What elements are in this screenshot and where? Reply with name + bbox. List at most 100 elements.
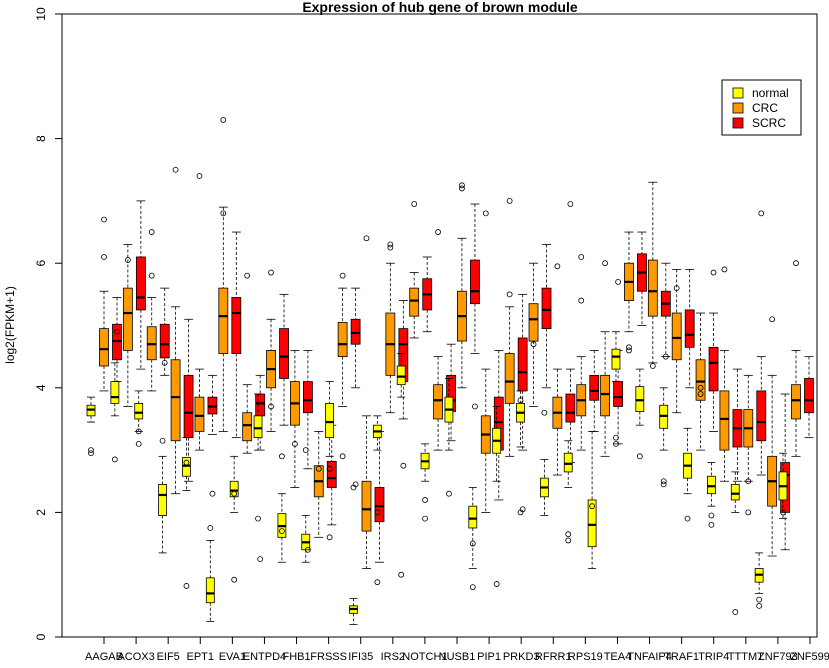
box-SCRC xyxy=(517,337,528,392)
outlier-point xyxy=(636,453,643,460)
box-SCRC xyxy=(613,381,624,407)
x-tick-label: RPS19 xyxy=(568,651,603,663)
box-SCRC xyxy=(470,259,480,305)
outlier-point xyxy=(673,285,680,292)
box-SCRC xyxy=(255,393,266,417)
outlier-point xyxy=(363,235,370,242)
outlier-point xyxy=(697,391,704,397)
chart-title: Expression of hub gene of brown module xyxy=(302,0,578,15)
box-CRC xyxy=(122,287,133,351)
box-CRC xyxy=(242,412,253,442)
outlier-point xyxy=(220,210,227,217)
outlier-point xyxy=(578,297,585,304)
box-SCRC xyxy=(183,374,194,439)
outlier-point xyxy=(148,229,155,235)
box-CRC xyxy=(218,287,229,354)
x-tick-label: ZNF793 xyxy=(758,651,798,663)
x-tick-label: EIF5 xyxy=(157,651,180,663)
x-tick-label: ACOX3 xyxy=(117,651,154,663)
box-normal xyxy=(563,452,573,473)
outlier-point xyxy=(114,328,120,335)
x-tick-label: PRKD3 xyxy=(503,651,540,663)
y-tick-label: 6 xyxy=(34,260,48,267)
box-SCRC xyxy=(708,346,719,392)
outlier-point xyxy=(662,353,669,360)
outlier-point xyxy=(159,437,166,444)
outlier-point xyxy=(244,272,251,279)
y-tick-label: 8 xyxy=(34,135,48,142)
outlier-point xyxy=(459,182,465,189)
box-CRC xyxy=(361,480,372,532)
outlier-point xyxy=(758,210,765,217)
x-tick-label: TEA4 xyxy=(604,651,632,663)
outlier-point xyxy=(111,456,118,463)
outlier-point xyxy=(613,440,619,447)
outlier-point xyxy=(626,344,632,351)
x-tick-label: AAGAB xyxy=(85,651,123,663)
outlier-point xyxy=(517,397,524,404)
outlier-point xyxy=(183,583,190,589)
box-SCRC xyxy=(326,460,337,488)
x-tick-label: NUSB1 xyxy=(439,651,476,663)
x-tick-label: TTTMT xyxy=(728,651,764,663)
box-normal xyxy=(253,415,263,439)
outlier-point xyxy=(231,490,238,497)
outlier-point xyxy=(278,528,285,534)
outlier-point xyxy=(161,359,168,366)
outlier-point xyxy=(101,254,107,260)
outlier-point xyxy=(780,509,786,516)
box-CRC xyxy=(600,374,611,417)
outlier-points xyxy=(88,117,799,615)
box-CRC xyxy=(433,384,443,420)
box-CRC xyxy=(647,259,658,317)
outlier-point xyxy=(793,260,799,267)
outlier-point xyxy=(589,503,596,510)
outlier-point xyxy=(565,531,572,538)
outlier-point xyxy=(459,185,465,192)
outlier-point xyxy=(472,403,478,410)
outlier-point xyxy=(422,497,428,503)
box-CRC xyxy=(791,384,801,420)
y-tick-label: 0 xyxy=(34,633,48,640)
outlier-point xyxy=(339,453,346,460)
outlier-point xyxy=(482,210,489,217)
outlier-point xyxy=(626,347,632,354)
outlier-point xyxy=(183,459,190,466)
box-CRC xyxy=(504,353,515,404)
y-tick-label: 10 xyxy=(34,7,48,21)
outlier-point xyxy=(660,478,667,485)
outlier-point xyxy=(756,602,763,609)
outlier-point xyxy=(732,609,739,615)
box-normal xyxy=(182,457,191,477)
box-SCRC xyxy=(541,287,552,330)
outlier-point xyxy=(541,409,548,416)
outlier-point xyxy=(220,117,227,123)
outlier-point xyxy=(255,515,261,522)
x-tick-label: ENTPD4 xyxy=(243,651,286,663)
outlier-point xyxy=(268,269,274,276)
box-CRC xyxy=(337,321,348,358)
outlier-point xyxy=(315,465,322,472)
outlier-point xyxy=(602,260,609,267)
box-normal xyxy=(396,365,406,386)
outlier-point xyxy=(519,506,526,513)
outlier-point xyxy=(446,490,452,497)
outlier-point xyxy=(374,509,381,516)
box-normal xyxy=(635,386,645,412)
outlier-point xyxy=(124,257,131,263)
outlier-point xyxy=(291,440,298,447)
box-normal xyxy=(325,402,335,439)
box-CRC xyxy=(719,390,730,451)
outlier-point xyxy=(304,546,311,553)
box-SCRC xyxy=(565,393,576,423)
box-normal xyxy=(134,402,144,420)
x-tick-label: IRS2 xyxy=(381,651,405,663)
box-normal xyxy=(110,381,120,404)
box-normal xyxy=(707,475,716,495)
box-CRC xyxy=(409,287,420,317)
outlier-point xyxy=(400,462,407,469)
outlier-point xyxy=(387,241,394,248)
outlier-point xyxy=(684,515,691,522)
outlier-point xyxy=(708,512,715,519)
